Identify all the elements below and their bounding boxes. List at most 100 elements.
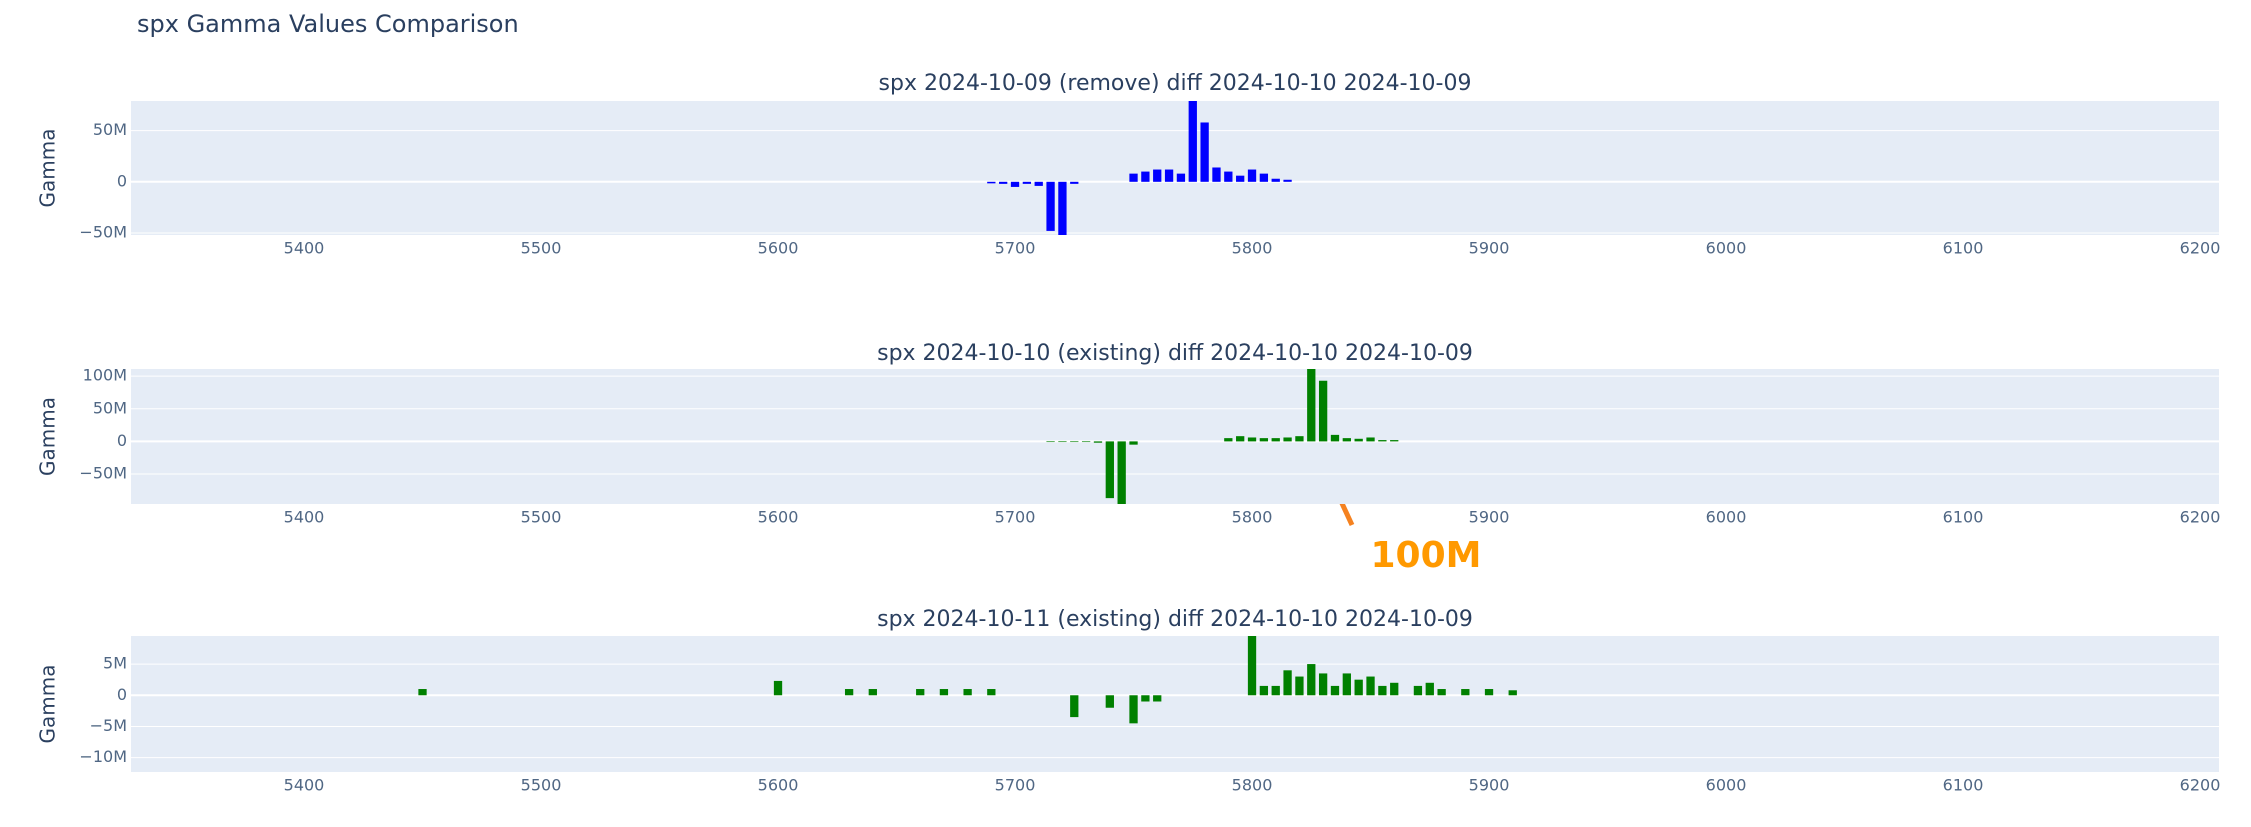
bar: [1283, 437, 1292, 442]
y-axis-label: Gamma: [36, 397, 60, 476]
x-tick-label: 5500: [521, 239, 562, 258]
bar: [1259, 173, 1269, 182]
bar: [1484, 689, 1494, 696]
x-tick-label: 5800: [1232, 239, 1273, 258]
bar: [1330, 434, 1340, 442]
bar: [1318, 673, 1328, 696]
bar: [1390, 682, 1399, 696]
bar: [1378, 440, 1387, 442]
bar: [1141, 695, 1150, 702]
x-tick-label: 5500: [521, 776, 562, 795]
bar: [1271, 178, 1280, 182]
bar: [1390, 440, 1399, 442]
y-tick-label: 100M: [83, 366, 127, 385]
bar: [1081, 441, 1091, 443]
bar: [1070, 695, 1079, 718]
bar: [1259, 438, 1269, 442]
bar: [1283, 670, 1292, 696]
plot-background: [131, 369, 2219, 504]
bar: [1366, 676, 1375, 696]
x-tick-label: 6100: [1943, 239, 1984, 258]
x-tick-label: 6100: [1943, 508, 1984, 527]
y-tick-label: 0: [117, 431, 127, 450]
x-tick-label: 5600: [758, 508, 799, 527]
bar: [1307, 664, 1316, 696]
bar: [1141, 171, 1150, 182]
bar: [939, 689, 949, 696]
bar: [1461, 689, 1470, 696]
bar: [1176, 173, 1186, 182]
plot-background: [131, 101, 2219, 235]
x-tick-label: 6000: [1706, 239, 1747, 258]
bar: [1247, 169, 1257, 182]
bar: [1010, 181, 1020, 187]
y-tick-label: 0: [117, 685, 127, 704]
bar: [1093, 441, 1103, 443]
bar: [1247, 636, 1257, 696]
x-tick-label: 6200: [2180, 508, 2221, 527]
bar: [868, 689, 877, 696]
x-tick-label: 5700: [995, 239, 1036, 258]
bar: [1413, 685, 1423, 696]
bar: [1105, 441, 1114, 499]
plot-background: [131, 636, 2219, 772]
bar: [1508, 690, 1517, 696]
y-tick-label: −50M: [79, 222, 127, 241]
bar: [1354, 679, 1363, 696]
bar: [1307, 369, 1316, 442]
bar: [999, 181, 1008, 184]
bar: [1212, 167, 1221, 182]
bar: [1058, 441, 1067, 443]
y-axis-label: Gamma: [36, 129, 60, 208]
x-tick-label: 6000: [1706, 776, 1747, 795]
subplot-title: spx 2024-10-09 (remove) diff 2024-10-10 …: [879, 71, 1472, 96]
bar: [1164, 169, 1174, 182]
bar: [844, 689, 854, 696]
bar: [1236, 175, 1245, 182]
bar: [1034, 181, 1043, 186]
bar: [1342, 438, 1351, 442]
x-tick-label: 5900: [1469, 239, 1510, 258]
y-tick-label: −50M: [79, 464, 127, 483]
annotation: 100M: [1371, 535, 1482, 576]
bar: [1354, 438, 1363, 442]
bar: [1224, 438, 1233, 442]
y-tick-label: −5M: [90, 716, 127, 735]
bar: [1259, 685, 1269, 696]
bar: [1330, 685, 1340, 696]
bar: [1425, 682, 1434, 696]
x-tick-label: 6200: [2180, 776, 2221, 795]
bar: [1236, 436, 1245, 442]
x-tick-label: 5400: [284, 508, 325, 527]
y-tick-label: 50M: [93, 398, 127, 417]
bar: [418, 689, 427, 696]
bar: [1437, 689, 1446, 696]
x-tick-label: 6000: [1706, 508, 1747, 527]
x-tick-label: 5700: [995, 776, 1036, 795]
bar: [1188, 101, 1197, 182]
bar: [1058, 181, 1067, 235]
x-tick-label: 5900: [1469, 508, 1510, 527]
subplot-title: spx 2024-10-11 (existing) diff 2024-10-1…: [877, 607, 1473, 632]
y-tick-label: 0: [117, 171, 127, 190]
figure-title: spx Gamma Values Comparison: [137, 10, 519, 38]
bar: [1247, 437, 1257, 442]
bar: [1200, 122, 1209, 182]
bar: [1070, 441, 1079, 443]
bar: [1318, 380, 1328, 442]
y-tick-label: 50M: [93, 120, 127, 139]
bar: [987, 689, 996, 696]
bar: [1046, 441, 1055, 443]
x-tick-label: 5600: [758, 239, 799, 258]
bar: [916, 689, 925, 696]
bar: [1129, 173, 1138, 182]
bar: [1046, 181, 1055, 231]
bar: [1283, 179, 1292, 182]
x-tick-label: 5600: [758, 776, 799, 795]
bar: [1129, 441, 1138, 445]
bar: [963, 689, 972, 696]
x-tick-label: 5900: [1469, 776, 1510, 795]
bar: [1378, 685, 1387, 696]
x-tick-label: 5800: [1232, 508, 1273, 527]
